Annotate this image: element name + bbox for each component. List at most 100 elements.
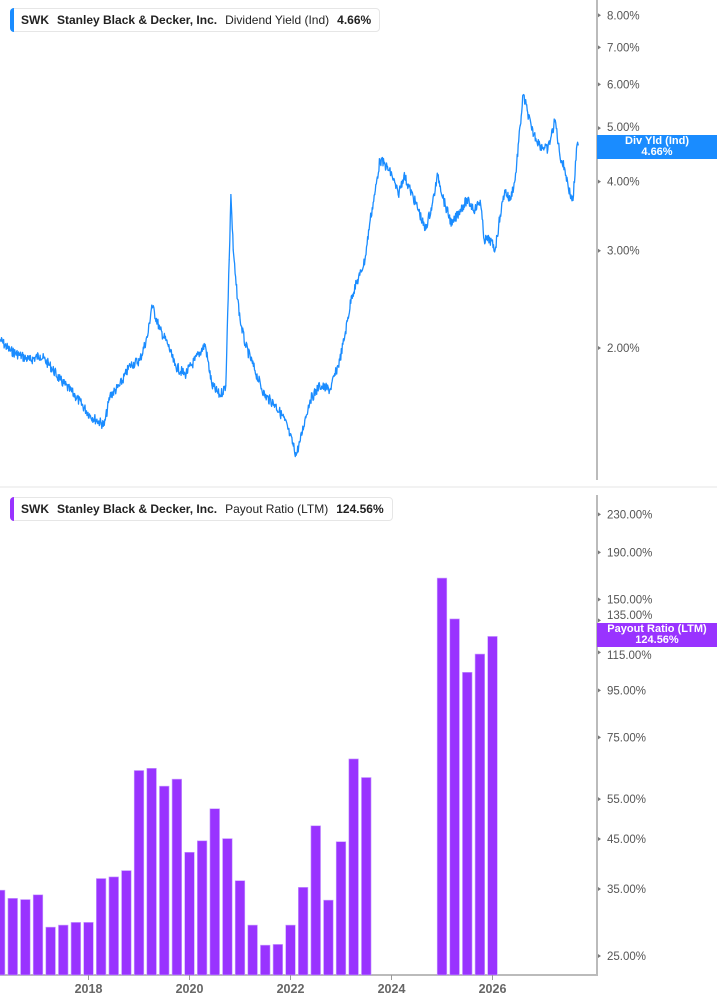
payout-ratio-bar[interactable] (45, 926, 56, 976)
dividend-yield-point (147, 334, 149, 336)
dividend-yield-point (437, 174, 439, 176)
dividend-yield-point (264, 395, 266, 397)
dividend-yield-point (409, 189, 411, 191)
dividend-yield-point (489, 239, 491, 241)
dividend-yield-point (49, 364, 51, 367)
dividend-yield-point (526, 109, 528, 111)
dividend-yield-point (228, 259, 230, 261)
payout-ratio-bar[interactable] (58, 924, 69, 976)
dividend-yield-point (103, 424, 105, 426)
payout-ratio-bar[interactable] (298, 887, 309, 976)
y-tick-label: 2.00% (607, 343, 640, 355)
payout-ratio-bar[interactable] (272, 944, 283, 976)
dividend-yield-point (304, 419, 306, 421)
payout-ratio-bar[interactable] (361, 777, 372, 976)
y-tick-mark (598, 797, 601, 802)
y-tick-mark (598, 688, 601, 693)
dividend-yield-point (351, 294, 353, 297)
payout-ratio-bar[interactable] (234, 880, 246, 976)
dividend-yield-point (559, 154, 561, 156)
y-tick-mark (598, 45, 601, 50)
payout-ratio-bar[interactable] (462, 672, 473, 976)
dividend-yield-point (244, 343, 246, 346)
y-tick-label: 190.00% (607, 547, 652, 559)
payout-ratio-bar[interactable] (121, 870, 132, 976)
x-tick-label: 2026 (479, 982, 507, 996)
dividend-yield-point (339, 359, 341, 361)
y-tick-mark (598, 650, 601, 655)
dividend-yield-point (299, 439, 301, 442)
dividend-yield-point (519, 124, 521, 126)
payout-ratio-bar[interactable] (222, 838, 233, 976)
payout-ratio-bar[interactable] (197, 840, 208, 976)
y-tick-label: 75.00% (607, 732, 646, 744)
payout-ratio-bar[interactable] (108, 876, 119, 976)
dividend-yield-point (397, 193, 399, 196)
y-tick-mark (598, 13, 601, 18)
payout-ratio-bar[interactable] (171, 778, 182, 976)
dividend-yield-point (459, 209, 461, 211)
y-tick-mark (598, 837, 601, 842)
dividend-yield-point (444, 205, 446, 207)
dividend-yield-point (74, 395, 76, 397)
payout-ratio-bar[interactable] (323, 899, 334, 976)
payout-ratio-bar[interactable] (32, 894, 44, 976)
payout-ratio-bar[interactable] (133, 770, 145, 976)
legend-company: Stanley Black & Decker, Inc. (57, 502, 218, 516)
payout-ratio-bar[interactable] (96, 878, 107, 976)
payout-ratio-bar[interactable] (83, 922, 94, 976)
dividend-yield-point (59, 379, 61, 381)
dividend-yield-point (225, 384, 227, 387)
payout-ratio-bar[interactable] (70, 922, 81, 976)
dividend-yield-point (194, 359, 196, 361)
payout-ratio-bar[interactable] (184, 851, 195, 976)
payout-ratio-bar[interactable] (247, 924, 258, 976)
y-tick-label: 5.00% (607, 122, 640, 134)
x-tick-label: 2024 (378, 982, 406, 996)
dividend-yield-point (89, 414, 91, 417)
payout-ratio-bar[interactable] (449, 618, 460, 976)
payout-ratio-bar[interactable] (146, 768, 157, 976)
series-color-marker (10, 497, 14, 521)
y-tick-label: 45.00% (607, 834, 646, 846)
dividend-yield-point (274, 403, 276, 406)
dividend-yield-point (483, 239, 485, 241)
payout-ratio-bar[interactable] (474, 653, 485, 976)
legend-value: 124.56% (336, 502, 384, 516)
dividend-yield-point (232, 249, 234, 251)
badge-value: 124.56% (635, 634, 679, 646)
y-tick-mark (598, 346, 601, 350)
y-tick-label: 7.00% (607, 42, 640, 54)
x-tick-label: 2020 (176, 982, 204, 996)
dividend-yield-legend[interactable]: SWK Stanley Black & Decker, Inc. Dividen… (10, 8, 381, 32)
payout-ratio-bar[interactable] (348, 758, 359, 976)
payout-ratio-bar[interactable] (285, 924, 296, 976)
dividend-yield-point (379, 159, 381, 161)
payout-ratio-bar[interactable] (260, 944, 271, 976)
dividend-yield-point (417, 209, 419, 211)
y-tick-mark (598, 735, 601, 740)
dividend-yield-point (119, 384, 121, 387)
payout-ratio-legend[interactable]: SWK Stanley Black & Decker, Inc. Payout … (10, 497, 393, 521)
dividend-yield-point (329, 389, 331, 391)
payout-ratio-bar[interactable] (7, 898, 18, 976)
payout-ratio-bar[interactable] (209, 808, 220, 976)
y-tick-mark (598, 512, 601, 517)
payout-ratio-bar[interactable] (0, 889, 6, 976)
y-tick-mark (598, 887, 601, 892)
dividend-yield-point (384, 164, 386, 166)
dividend-yield-point (309, 399, 311, 401)
y-tick-label: 230.00% (607, 509, 652, 521)
payout-ratio-bar[interactable] (310, 825, 321, 976)
dividend-yield-point (174, 364, 176, 367)
dividend-yield-point (403, 174, 405, 176)
payout-ratio-bar[interactable] (159, 785, 170, 976)
payout-ratio-bar[interactable] (436, 577, 448, 976)
dividend-yield-point (19, 354, 21, 356)
dividend-yield-point (359, 274, 361, 276)
payout-ratio-bar[interactable] (487, 636, 498, 976)
payout-ratio-bar[interactable] (335, 841, 347, 976)
payout-ratio-bar[interactable] (20, 899, 31, 976)
dividend-yield-point (504, 189, 506, 191)
dividend-yield-point (576, 144, 578, 146)
